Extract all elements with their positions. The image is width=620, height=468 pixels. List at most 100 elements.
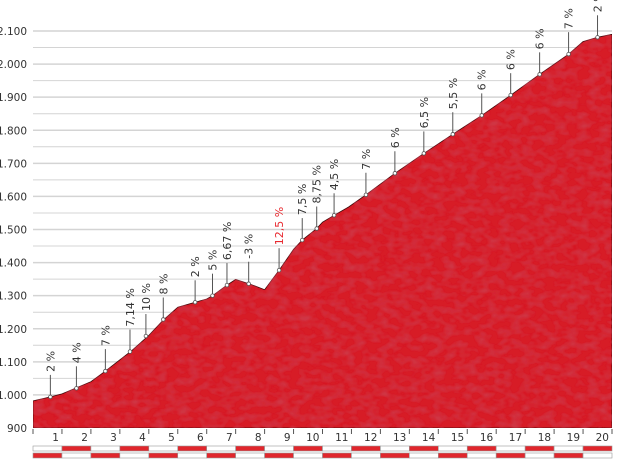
y-tick-label: 1.500 <box>0 225 27 237</box>
marker-dot <box>192 300 198 305</box>
gradient-marker: 4 % <box>70 342 83 391</box>
marker-dot <box>300 237 305 243</box>
ruler-segment <box>466 445 497 452</box>
gradient-label: 6 % <box>505 49 518 70</box>
gradient-label: 5,5 % <box>447 78 460 109</box>
gradient-label: -3 % <box>243 234 256 259</box>
ruler-segment <box>524 452 555 459</box>
marker-dot <box>48 394 53 400</box>
y-tick-label: 1.700 <box>0 158 27 170</box>
ruler-segment <box>582 445 613 452</box>
x-tick-label: 20 <box>596 432 609 444</box>
gradient-marker: 7,14 % <box>124 288 137 354</box>
marker-dot <box>537 72 542 77</box>
marker-dot <box>450 132 455 137</box>
marker-dot <box>161 317 166 322</box>
gradient-label: 6 % <box>389 127 402 148</box>
gradient-label: 12,5 % <box>273 207 286 245</box>
gradient-label: 2 % <box>592 0 605 12</box>
x-tick-label: 8 <box>255 432 262 444</box>
y-tick-label: 900 <box>7 423 27 435</box>
gradient-label: 6,67 % <box>221 222 234 260</box>
x-tick-label: 1 <box>52 432 59 444</box>
marker-dot <box>127 349 133 354</box>
gradient-label: 4,5 % <box>328 159 341 190</box>
ruler-segment <box>437 445 468 452</box>
gradient-label: 2 % <box>189 256 202 277</box>
y-tick-label: 1.000 <box>0 390 27 402</box>
ruler-segment <box>119 445 150 452</box>
x-tick-label: 12 <box>364 432 377 444</box>
marker-dot <box>421 151 427 156</box>
gradient-label: 8 % <box>157 274 170 295</box>
x-tick-label: 9 <box>284 432 291 444</box>
x-tick-label: 7 <box>226 432 233 444</box>
gradient-label: 7 % <box>563 8 576 29</box>
gradient-marker: 6 % <box>534 28 547 77</box>
x-tick-label: 19 <box>567 432 580 444</box>
x-tick-label: 18 <box>538 432 551 444</box>
x-axis-ticks: 1 2 3 4 5 6 7 8 9 10 11 12 13 14 15 16 17 18 19 20 <box>32 429 613 444</box>
x-tick-label: 3 <box>110 432 117 444</box>
x-tick-label: 15 <box>451 432 464 444</box>
gradient-marker: -3 % <box>243 234 256 286</box>
marker-dot <box>314 226 319 231</box>
x-tick-label: 11 <box>335 432 348 444</box>
marker-dot <box>331 213 337 218</box>
x-tick-label: 5 <box>168 432 175 444</box>
ruler-segment <box>206 445 236 452</box>
gradient-markers: 2 % 4 % 7 % 7,14 % 10 % 8 % 2 % 5 %6,67 % -3 % 12… <box>44 0 605 400</box>
ruler-segment <box>90 445 121 452</box>
ruler-segment <box>177 445 208 452</box>
y-axis-ticks: 900 1.000 1.100 1.200 1.300 1.400 1.500 1.600 1.… <box>0 26 27 435</box>
y-tick-label: 1.200 <box>0 324 27 336</box>
ruler-segment <box>553 452 584 459</box>
ruler-segment <box>380 452 410 459</box>
ruler-segment <box>409 445 439 452</box>
gradient-marker: 6,5 % <box>418 97 431 156</box>
ruler-segment <box>437 452 468 459</box>
y-tick-label: 1.900 <box>0 92 27 104</box>
marker-dot <box>566 51 571 57</box>
km-ruler <box>32 445 613 459</box>
gradient-marker: 2 % <box>44 351 57 400</box>
ruler-segment <box>148 452 179 459</box>
elevation-area <box>32 33 613 429</box>
ruler-segment <box>322 445 352 452</box>
gradient-label: 7 % <box>360 149 373 170</box>
ruler-segment <box>351 452 381 459</box>
ruler-segment <box>61 445 92 452</box>
ruler-segment <box>235 445 265 452</box>
marker-dot <box>224 282 230 288</box>
ruler-segment <box>293 445 323 452</box>
gradient-label: 4 % <box>70 342 83 363</box>
gradient-marker: 8 % <box>157 274 170 322</box>
ruler-segment <box>293 452 323 459</box>
ruler-segment <box>351 445 381 452</box>
ruler-segment <box>32 452 63 459</box>
gradient-marker: 6,67 % <box>221 222 234 288</box>
marker-dot <box>143 333 149 339</box>
gradient-marker: 2 % <box>592 0 605 40</box>
gradient-marker: 8,75 % <box>311 165 324 231</box>
marker-dot <box>392 171 398 176</box>
gradient-marker: 4,5 % <box>328 159 341 218</box>
ruler-segment <box>32 445 63 452</box>
ruler-segment <box>177 452 208 459</box>
gradient-label: 7 % <box>99 325 112 346</box>
x-tick-label: 13 <box>393 432 406 444</box>
gradient-marker: 5,5 % <box>447 78 460 137</box>
gradient-label: 6 % <box>476 69 489 90</box>
gradient-marker: 7,5 % <box>296 184 309 243</box>
y-tick-label: 1.800 <box>0 125 27 137</box>
marker-dot <box>276 267 282 273</box>
ruler-segment <box>582 452 613 459</box>
ruler-segment <box>380 445 410 452</box>
marker-dot <box>210 293 215 298</box>
y-tick-label: 2.100 <box>0 26 27 38</box>
ruler-segment <box>148 445 179 452</box>
ruler-segment <box>235 452 265 459</box>
gradient-label: 10 % <box>140 283 153 311</box>
marker-dot <box>363 192 369 197</box>
gradient-marker: 7 % <box>99 325 112 374</box>
